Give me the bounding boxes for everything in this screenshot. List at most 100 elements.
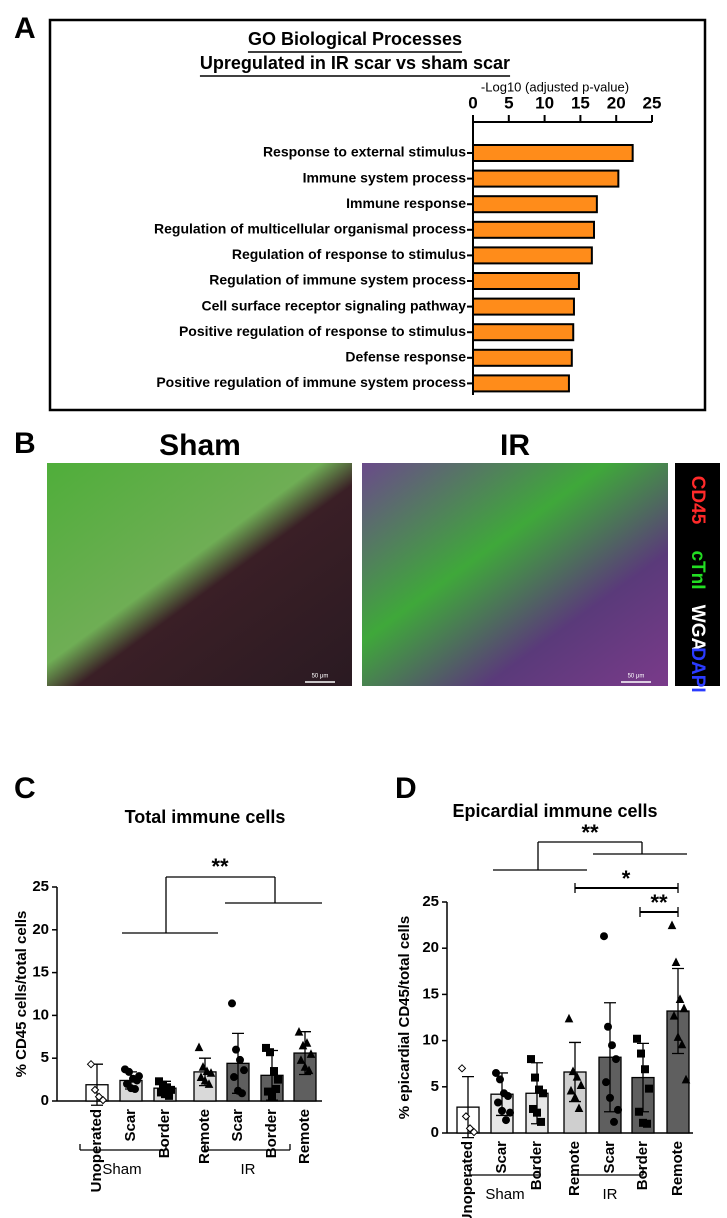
bar [472, 323, 575, 342]
data-point [461, 1112, 471, 1121]
ir-image [362, 463, 668, 686]
data-point [568, 1066, 578, 1076]
bar [472, 272, 580, 290]
data-point [270, 1067, 278, 1076]
sham-image [47, 463, 352, 686]
data-point [492, 1068, 500, 1077]
y-tick-label: 0 [431, 1124, 439, 1141]
panel-label: A [14, 12, 36, 45]
chart-title: Upregulated in IR scar vs sham scar [200, 53, 510, 73]
data-point [641, 1065, 649, 1074]
data-point [236, 1055, 244, 1064]
group-label: Sham [102, 1161, 141, 1178]
y-tick-label: Cell surface receptor signaling pathway [201, 297, 466, 313]
bar [472, 220, 596, 239]
data-point [131, 1085, 139, 1094]
stain-label: WGA [687, 605, 708, 652]
data-point [198, 1062, 208, 1071]
y-axis-label: % epicardial CD45/total cells [396, 916, 413, 1119]
data-point [457, 1064, 467, 1073]
chart-title: Total immune cells [125, 807, 286, 827]
data-point [272, 1085, 280, 1094]
data-point [302, 1038, 312, 1047]
y-tick-label: 10 [422, 1032, 439, 1049]
chart-title: GO Biological Processes [248, 29, 462, 49]
y-tick-label: 5 [41, 1049, 49, 1066]
data-point [539, 1089, 547, 1098]
data-point [671, 957, 681, 967]
y-tick-label: Regulation of response to stimulus [232, 246, 466, 262]
data-point [645, 1084, 653, 1093]
y-tick-label: 25 [422, 893, 439, 910]
data-point [498, 1106, 506, 1115]
data-point [635, 1107, 643, 1116]
x-tick-label: 25 [643, 93, 662, 112]
y-tick-label: Defense response [345, 349, 466, 365]
image-title: Sham [159, 429, 241, 462]
panel-a-frame [48, 18, 707, 412]
data-point [496, 1075, 504, 1084]
significance: ** [650, 890, 668, 915]
significance: * [622, 866, 631, 891]
data-point [614, 1105, 622, 1114]
bar [472, 246, 593, 265]
data-point [608, 1041, 616, 1050]
y-tick-label: 0 [41, 1092, 49, 1109]
data-point [667, 920, 677, 930]
y-axis-label: % CD45 cells/total cells [13, 911, 30, 1078]
x-tick-label: Border [263, 1109, 280, 1158]
y-tick-label: 20 [422, 939, 439, 956]
y-tick-label: Immune system process [303, 169, 467, 185]
data-point [268, 1091, 276, 1100]
data-point [196, 1072, 206, 1082]
stain-label: cTnI [687, 550, 708, 589]
data-point [673, 1032, 683, 1041]
y-tick-label: Positive regulation of immune system pro… [156, 374, 466, 390]
data-point [533, 1108, 541, 1117]
data-point [633, 1034, 641, 1043]
data-point [576, 1080, 586, 1089]
data-point [228, 999, 236, 1008]
x-tick-label: Remote [296, 1109, 313, 1164]
x-tick-label: Border [528, 1141, 545, 1190]
bar [472, 374, 570, 393]
x-axis-label: -Log10 (adjusted p-value) [481, 79, 629, 94]
data-point [206, 1068, 216, 1077]
x-tick-label: 10 [535, 93, 554, 112]
bar [472, 348, 573, 367]
data-point [531, 1073, 539, 1082]
data-point [602, 1078, 610, 1087]
panel-label: B [14, 427, 36, 460]
data-point [506, 1108, 514, 1117]
x-tick-label: 15 [571, 93, 590, 112]
data-point [677, 1039, 687, 1049]
data-point [570, 1092, 580, 1101]
bar [472, 144, 634, 162]
x-tick-label: 20 [607, 93, 626, 112]
y-tick-label: 20 [32, 921, 49, 938]
data-point [240, 1066, 248, 1075]
x-tick-label: Border [634, 1141, 651, 1190]
data-point [637, 1049, 645, 1058]
data-point [165, 1091, 173, 1100]
group-label: IR [241, 1161, 256, 1178]
y-tick-label: Regulation of immune system process [209, 272, 466, 288]
x-tick-label: Remote [566, 1141, 583, 1196]
x-tick-label: Unoperated [88, 1109, 105, 1192]
stain-label: CD45 [687, 476, 708, 525]
y-tick-label: Regulation of multicellular organismal p… [154, 221, 466, 237]
data-point [98, 1095, 108, 1105]
data-point [504, 1092, 512, 1101]
data-point [606, 1093, 614, 1102]
data-point [238, 1089, 246, 1098]
data-point [643, 1119, 651, 1128]
data-point [90, 1085, 100, 1095]
data-point [681, 1074, 691, 1084]
data-point [300, 1062, 310, 1071]
x-tick-label: Remote [196, 1109, 213, 1164]
data-point [86, 1059, 96, 1069]
data-point [669, 1011, 679, 1020]
data-point [612, 1055, 620, 1064]
y-tick-label: 5 [431, 1078, 439, 1095]
